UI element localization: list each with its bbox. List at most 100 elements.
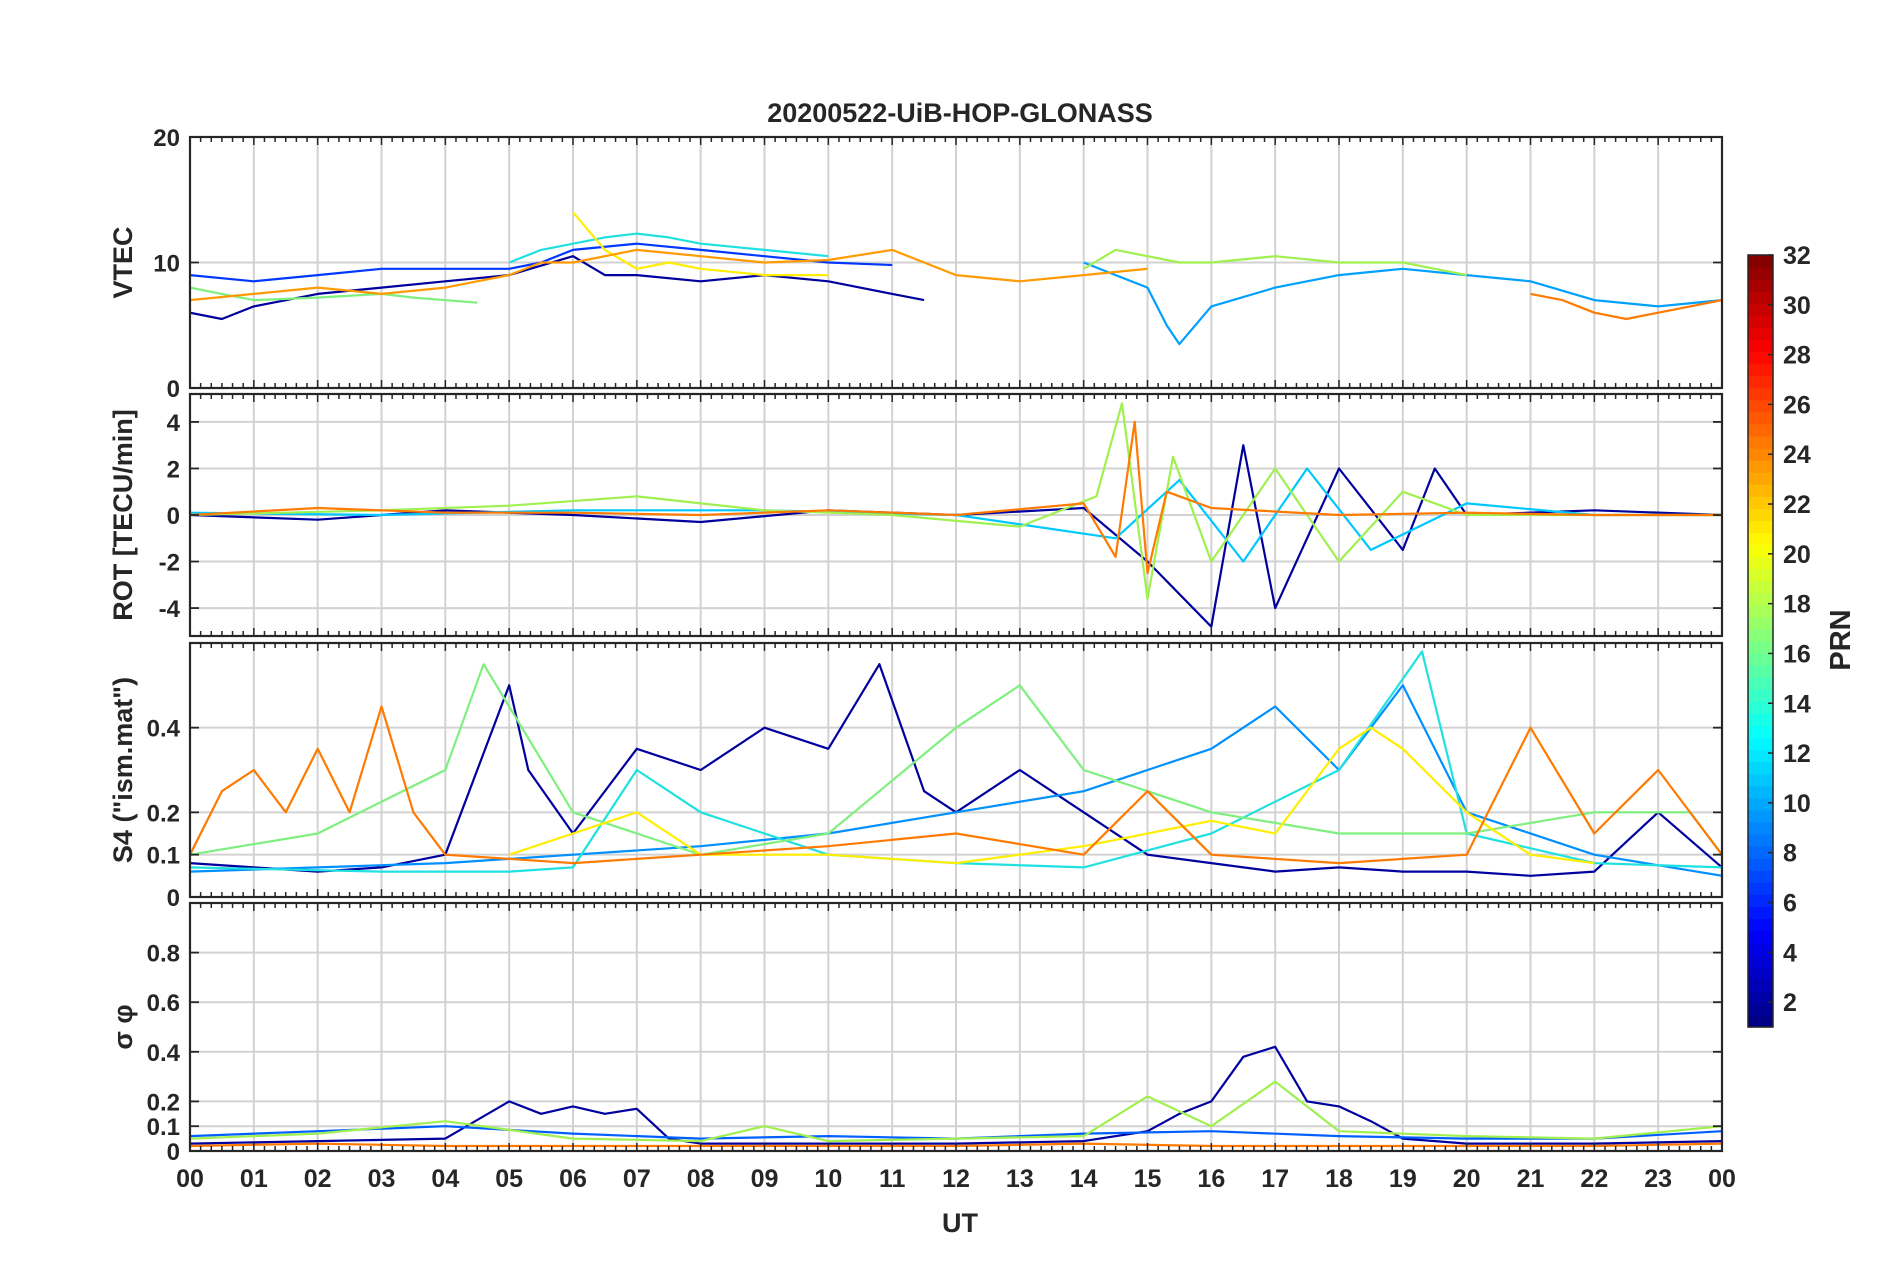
x-tick-label: 23	[1644, 1165, 1672, 1193]
x-tick-label: 11	[879, 1165, 906, 1193]
panel-4: 00.10.2 0.4 0.6 0.8 σ φ	[108, 901, 1724, 1166]
colorbar-tick-label: 2	[1783, 989, 1797, 1017]
x-tick-label: 07	[623, 1165, 651, 1193]
colorbar-segment	[1748, 496, 1773, 509]
series-line-prn-23	[190, 705, 1722, 865]
colorbar-tick-label: 26	[1783, 391, 1811, 419]
y-tick-label: -4	[159, 596, 181, 623]
x-tick-label: 00	[1708, 1165, 1736, 1193]
x-tick-label: 04	[431, 1165, 459, 1193]
series-line-prn-10	[190, 467, 1722, 563]
x-tick-label: 09	[751, 1165, 779, 1193]
series-line-prn-2	[190, 255, 925, 321]
panel-3: 0 0.1 0.2 0.4 S4 ("ism.mat")	[108, 641, 1724, 912]
series-line-prn-17	[190, 1080, 1722, 1143]
colorbar-segment	[1748, 568, 1773, 582]
colorbar-segment	[1748, 1002, 1773, 1016]
series-line-prn-23	[190, 420, 1722, 575]
x-tick-label: 00	[176, 1165, 204, 1193]
y-tick-label: 0	[167, 376, 180, 403]
y-tick-label: 0.4	[147, 1040, 181, 1067]
x-tick-label: 14	[1070, 1165, 1098, 1193]
colorbar-segment	[1748, 942, 1773, 956]
colorbar-segment	[1748, 665, 1773, 678]
colorbar-segment	[1748, 701, 1773, 714]
colorbar-segment	[1748, 411, 1773, 425]
colorbar-segment	[1748, 604, 1773, 618]
series-line-prn-16	[190, 286, 478, 304]
series-line-prn-2	[190, 444, 1722, 628]
colorbar-tick-label: 12	[1783, 740, 1811, 768]
y-tick-label: 0.1	[147, 843, 180, 870]
colorbar-segment	[1748, 894, 1773, 907]
x-tick-label: 03	[368, 1165, 396, 1193]
series-line-prn-24	[1530, 292, 1722, 321]
x-tick-label: 18	[1325, 1165, 1353, 1193]
colorbar-segment	[1748, 303, 1773, 316]
x-tick-label: 22	[1580, 1165, 1608, 1193]
colorbar-segment	[1748, 472, 1773, 485]
colorbar-segment	[1748, 375, 1773, 389]
y-tick-label: 0.6	[147, 990, 180, 1017]
colorbar-segment	[1748, 327, 1773, 341]
colorbar-segment	[1748, 773, 1773, 787]
colorbar-segment	[1748, 677, 1773, 690]
x-tick-labels: 00 01 02 03 04 05 06 07 08 09 10 11 12 13 14 15 16 17 18 19…	[176, 1165, 1736, 1193]
x-tick-label: 12	[942, 1165, 970, 1193]
colorbar-tick-label: 20	[1783, 541, 1811, 569]
series-line-prn-17	[190, 402, 1722, 600]
colorbar-segment	[1748, 918, 1773, 932]
colorbar-tick-label: 28	[1783, 342, 1811, 370]
colorbar-segment	[1748, 387, 1773, 401]
y-axis-label: σ φ	[108, 1004, 138, 1049]
series-line-prn-23	[190, 248, 1148, 302]
colorbar-segment	[1748, 749, 1773, 763]
colorbar-segment	[1748, 846, 1773, 859]
colorbar-segment	[1748, 556, 1773, 570]
x-tick-label: 19	[1389, 1165, 1417, 1193]
x-tick-label: 02	[304, 1165, 332, 1193]
y-tick-label: 0.2	[147, 800, 180, 827]
y-tick-label: 0	[167, 885, 180, 912]
y-tick-label: 0	[167, 1139, 180, 1166]
colorbar-segment	[1748, 870, 1773, 883]
y-axis-label: S4 ("ism.mat")	[108, 677, 138, 863]
colorbar-segment	[1748, 279, 1773, 292]
colorbar-segment	[1748, 448, 1773, 461]
colorbar-segment	[1748, 978, 1773, 992]
colorbar-tick-label: 10	[1783, 790, 1811, 818]
colorbar-segment	[1748, 616, 1773, 630]
x-tick-label: 17	[1261, 1165, 1289, 1193]
colorbar-segment	[1748, 834, 1773, 847]
axes-frame	[188, 392, 1724, 638]
series-line-prn-13	[508, 232, 829, 264]
colorbar-segment	[1748, 339, 1773, 353]
colorbar-segment	[1748, 689, 1773, 702]
colorbar-segment	[1748, 351, 1773, 365]
colorbar-tick-label: 30	[1783, 292, 1811, 320]
figure-title: 20200522-UiB-HOP-GLONASS	[767, 98, 1153, 128]
y-tick-label: 0.4	[147, 716, 181, 743]
colorbar-segment	[1748, 423, 1773, 437]
colorbar-segment	[1748, 882, 1773, 895]
colorbar-segment	[1748, 580, 1773, 594]
colorbar-segment	[1748, 484, 1773, 497]
x-tick-label: 13	[1006, 1165, 1034, 1193]
x-tick-label: 15	[1134, 1165, 1162, 1193]
colorbar-tick-label: 32	[1783, 242, 1811, 270]
colorbar-segment	[1748, 520, 1773, 534]
y-tick-label: 20	[153, 125, 180, 152]
colorbar-frame	[1747, 254, 1774, 1028]
colorbar-segment	[1748, 954, 1773, 968]
series-group	[190, 650, 1722, 877]
colorbar-segment	[1748, 653, 1773, 666]
colorbar-segment	[1748, 858, 1773, 871]
x-tick-label: 21	[1517, 1165, 1545, 1193]
x-tick-label: 01	[240, 1165, 268, 1193]
colorbar-segment	[1748, 990, 1773, 1004]
colorbar-label: PRN	[1825, 609, 1857, 670]
